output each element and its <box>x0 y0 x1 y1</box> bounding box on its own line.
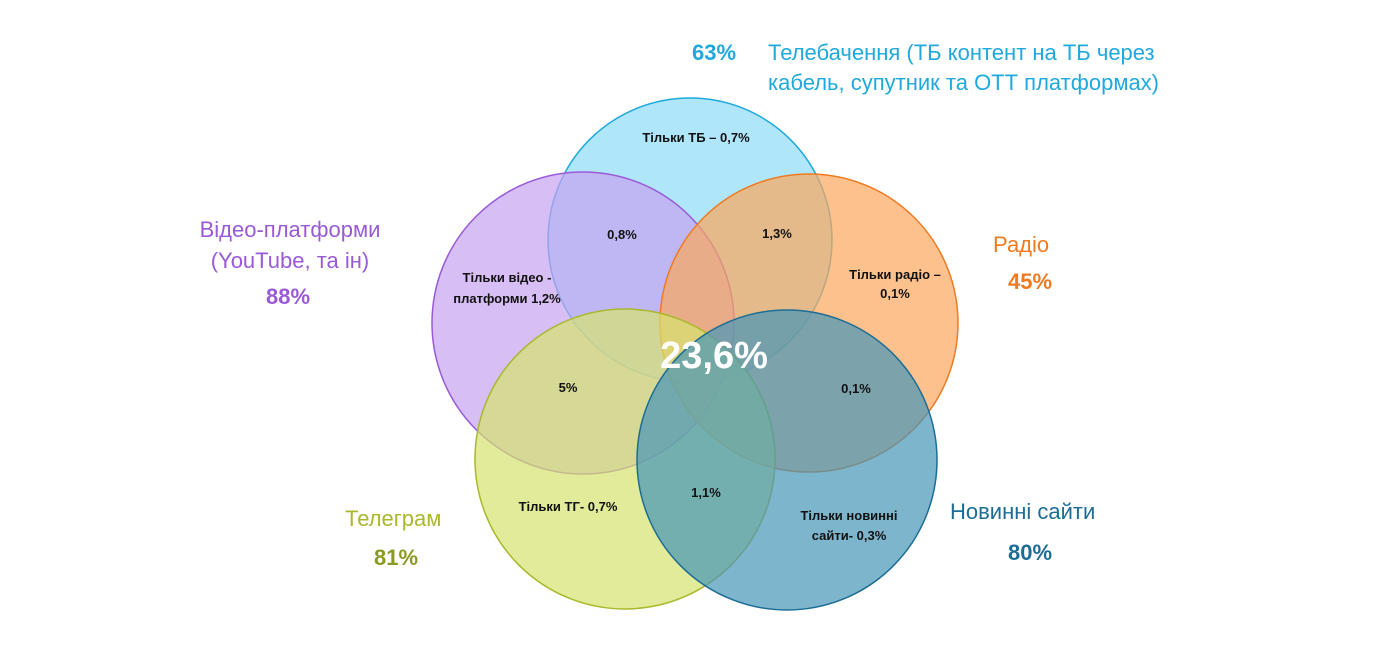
label-only-video-line1: Тільки відео - <box>463 270 552 285</box>
video-percent: 88% <box>266 284 311 309</box>
label-only-video-line2: платформи 1,2% <box>453 291 561 306</box>
news-title: Новинні сайти <box>950 499 1096 524</box>
label-only-telegram: Тільки ТГ- 0,7% <box>519 499 618 514</box>
tv-percent: 63% <box>692 40 737 65</box>
label-telegram-news: 1,1% <box>691 485 721 500</box>
telegram-title: Телеграм <box>345 506 442 531</box>
video-title-line2: (YouTube, та ін) <box>210 248 370 273</box>
label-only-news-line1: Тільки новинні <box>800 508 897 523</box>
label-video-telegram: 5% <box>559 380 578 395</box>
label-tv-radio: 1,3% <box>762 226 792 241</box>
label-only-news-line2: сайти- 0,3% <box>812 528 887 543</box>
circle-news <box>637 310 937 610</box>
label-tv-video: 0,8% <box>607 227 637 242</box>
video-title-line1: Відео-платформи <box>199 217 381 242</box>
label-only-tv: Тільки ТБ – 0,7% <box>642 130 750 145</box>
tv-title-line1: Телебачення (ТБ контент на ТБ через <box>768 40 1155 65</box>
label-center-all: 23,6% <box>660 335 768 377</box>
label-only-radio-line2: 0,1% <box>880 286 910 301</box>
news-percent: 80% <box>1008 540 1053 565</box>
radio-percent: 45% <box>1008 269 1053 294</box>
label-only-radio-line1: Тільки радіо – <box>849 267 941 282</box>
circle-news-stroke <box>636 309 938 611</box>
radio-title: Радіо <box>993 232 1050 257</box>
tv-title-line2: кабель, супутник та ОТТ платформах) <box>768 70 1160 95</box>
video-title: Відео-платформи (YouTube, та ін) <box>185 214 395 276</box>
telegram-percent: 81% <box>374 545 419 570</box>
tv-title: Телебачення (ТБ контент на ТБ через кабе… <box>768 38 1159 98</box>
label-radio-news: 0,1% <box>841 381 871 396</box>
